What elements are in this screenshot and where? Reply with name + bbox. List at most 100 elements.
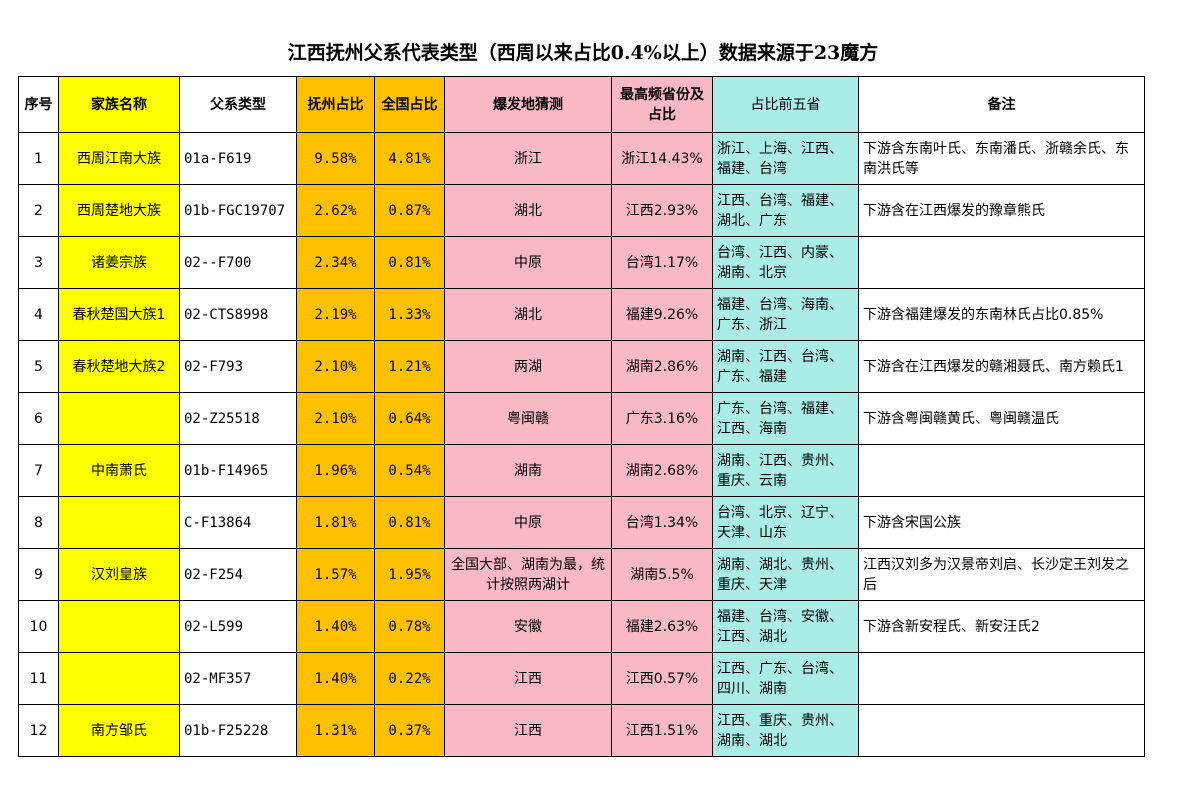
table-row: 11 02-MF357 1.40% 0.22% 江西 江西0.57% 江西、广东、台湾、四川…: [18, 652, 1145, 705]
cell-idx: 3: [18, 236, 59, 289]
cell-top5: 台湾、北京、辽宁、天津、山东: [712, 496, 859, 549]
header-note: 备注: [858, 76, 1145, 133]
header-idx: 序号: [18, 76, 59, 133]
cell-national-ratio: 1.95%: [374, 548, 445, 601]
cell-note: [858, 444, 1145, 497]
cell-top5: 江西、台湾、福建、湖北、广东: [712, 184, 859, 237]
cell-idx: 11: [18, 652, 59, 705]
table-row: 8 C-F13864 1.81% 0.81% 中原 台湾1.34% 台湾、北京、辽宁、天津、…: [18, 496, 1145, 549]
cell-note: 下游含新安程氏、新安汪氏2: [858, 600, 1145, 653]
cell-fuzhou-ratio: 1.40%: [296, 652, 375, 705]
cell-top5: 湖南、江西、台湾、广东、福建: [712, 340, 859, 393]
cell-type: 02-Z25518: [179, 392, 297, 445]
header-fuzhou-ratio: 抚州占比: [296, 76, 375, 133]
cell-top5: 湖南、湖北、贵州、重庆、天津: [712, 548, 859, 601]
cell-top-province: 江西2.93%: [611, 184, 713, 237]
cell-national-ratio: 0.37%: [374, 704, 445, 757]
cell-national-ratio: 0.81%: [374, 496, 445, 549]
cell-type: 02-CTS8998: [179, 288, 297, 341]
cell-family: 春秋楚国大族1: [58, 288, 180, 341]
cell-idx: 6: [18, 392, 59, 445]
cell-note: [858, 704, 1145, 757]
cell-origin: 两湖: [444, 340, 612, 393]
cell-idx: 7: [18, 444, 59, 497]
cell-idx: 10: [18, 600, 59, 653]
cell-top5: 广东、台湾、福建、江西、海南: [712, 392, 859, 445]
cell-origin: 中原: [444, 496, 612, 549]
cell-family: 诸姜宗族: [58, 236, 180, 289]
cell-fuzhou-ratio: 2.19%: [296, 288, 375, 341]
cell-idx: 2: [18, 184, 59, 237]
cell-top-province: 江西0.57%: [611, 652, 713, 705]
header-type: 父系类型: [179, 76, 297, 133]
cell-type: 02-MF357: [179, 652, 297, 705]
table-row: 3 诸姜宗族 02--F700 2.34% 0.81% 中原 台湾1.17% 台湾、江西、内蒙…: [18, 236, 1145, 289]
cell-family: 中南萧氏: [58, 444, 180, 497]
cell-idx: 12: [18, 704, 59, 757]
cell-top-province: 福建9.26%: [611, 288, 713, 341]
cell-family: [58, 652, 180, 705]
cell-origin: 中原: [444, 236, 612, 289]
table-row: 6 02-Z25518 2.10% 0.64% 粤闽赣 广东3.16% 广东、台湾、福建、江…: [18, 392, 1145, 445]
cell-origin: 粤闽赣: [444, 392, 612, 445]
cell-note: 下游含宋国公族: [858, 496, 1145, 549]
cell-type: 01b-FGC19707: [179, 184, 297, 237]
cell-fuzhou-ratio: 2.62%: [296, 184, 375, 237]
data-table: 序号 家族名称 父系类型 抚州占比 全国占比 爆发地猜测 最高频省份及占比 占比…: [18, 76, 1145, 757]
cell-national-ratio: 0.54%: [374, 444, 445, 497]
header-top5: 占比前五省: [712, 76, 859, 133]
cell-origin: 湖北: [444, 184, 612, 237]
cell-note: [858, 652, 1145, 705]
cell-type: 02-F254: [179, 548, 297, 601]
cell-top-province: 湖南5.5%: [611, 548, 713, 601]
cell-national-ratio: 1.33%: [374, 288, 445, 341]
cell-top5: 福建、台湾、海南、广东、浙江: [712, 288, 859, 341]
table-row: 12 南方邹氏 01b-F25228 1.31% 0.37% 江西 江西1.51% 江西、重庆…: [18, 704, 1145, 757]
cell-national-ratio: 1.21%: [374, 340, 445, 393]
table-row: 2 西周楚地大族 01b-FGC19707 2.62% 0.87% 湖北 江西2.93% 江西…: [18, 184, 1145, 237]
table-row: 7 中南萧氏 01b-F14965 1.96% 0.54% 湖南 湖南2.68% 湖南、江西、…: [18, 444, 1145, 497]
cell-idx: 9: [18, 548, 59, 601]
cell-origin: 全国大部、湖南为最，统计按照两湖计: [444, 548, 612, 601]
cell-note: 下游含在江西爆发的赣湘聂氏、南方赖氏1: [858, 340, 1145, 393]
cell-top-province: 福建2.63%: [611, 600, 713, 653]
header-row: 序号 家族名称 父系类型 抚州占比 全国占比 爆发地猜测 最高频省份及占比 占比…: [18, 76, 1145, 133]
cell-national-ratio: 0.87%: [374, 184, 445, 237]
cell-family: 汉刘皇族: [58, 548, 180, 601]
header-origin: 爆发地猜测: [444, 76, 612, 133]
cell-idx: 5: [18, 340, 59, 393]
cell-fuzhou-ratio: 1.57%: [296, 548, 375, 601]
cell-national-ratio: 0.78%: [374, 600, 445, 653]
cell-note: 下游含福建爆发的东南林氏占比0.85%: [858, 288, 1145, 341]
cell-origin: 浙江: [444, 132, 612, 185]
cell-origin: 湖南: [444, 444, 612, 497]
cell-top-province: 台湾1.34%: [611, 496, 713, 549]
cell-note: 下游含东南叶氏、东南潘氏、浙赣余氏、东南洪氏等: [858, 132, 1145, 185]
cell-top5: 福建、台湾、安徽、江西、湖北: [712, 600, 859, 653]
cell-origin: 江西: [444, 652, 612, 705]
cell-fuzhou-ratio: 9.58%: [296, 132, 375, 185]
cell-top-province: 江西1.51%: [611, 704, 713, 757]
cell-national-ratio: 0.22%: [374, 652, 445, 705]
cell-note: 下游含在江西爆发的豫章熊氏: [858, 184, 1145, 237]
cell-type: 02--F700: [179, 236, 297, 289]
table-row: 1 西周江南大族 01a-F619 9.58% 4.81% 浙江 浙江14.43% 浙江、上海…: [18, 132, 1145, 185]
cell-type: 01b-F14965: [179, 444, 297, 497]
cell-top-province: 台湾1.17%: [611, 236, 713, 289]
cell-national-ratio: 0.81%: [374, 236, 445, 289]
cell-origin: 湖北: [444, 288, 612, 341]
cell-fuzhou-ratio: 1.81%: [296, 496, 375, 549]
cell-family: 春秋楚地大族2: [58, 340, 180, 393]
cell-idx: 8: [18, 496, 59, 549]
cell-fuzhou-ratio: 1.31%: [296, 704, 375, 757]
table-row: 4 春秋楚国大族1 02-CTS8998 2.19% 1.33% 湖北 福建9.26% 福建、…: [18, 288, 1145, 341]
cell-top5: 湖南、江西、贵州、重庆、云南: [712, 444, 859, 497]
cell-fuzhou-ratio: 1.96%: [296, 444, 375, 497]
cell-origin: 安徽: [444, 600, 612, 653]
page-title: 江西抚州父系代表类型（西周以来占比0.4%以上）数据来源于23魔方: [287, 42, 879, 64]
cell-type: 02-F793: [179, 340, 297, 393]
cell-note: 江西汉刘多为汉景帝刘启、长沙定王刘发之后: [858, 548, 1145, 601]
cell-top5: 江西、广东、台湾、四川、湖南: [712, 652, 859, 705]
header-top-province: 最高频省份及占比: [611, 76, 713, 133]
cell-top-province: 浙江14.43%: [611, 132, 713, 185]
